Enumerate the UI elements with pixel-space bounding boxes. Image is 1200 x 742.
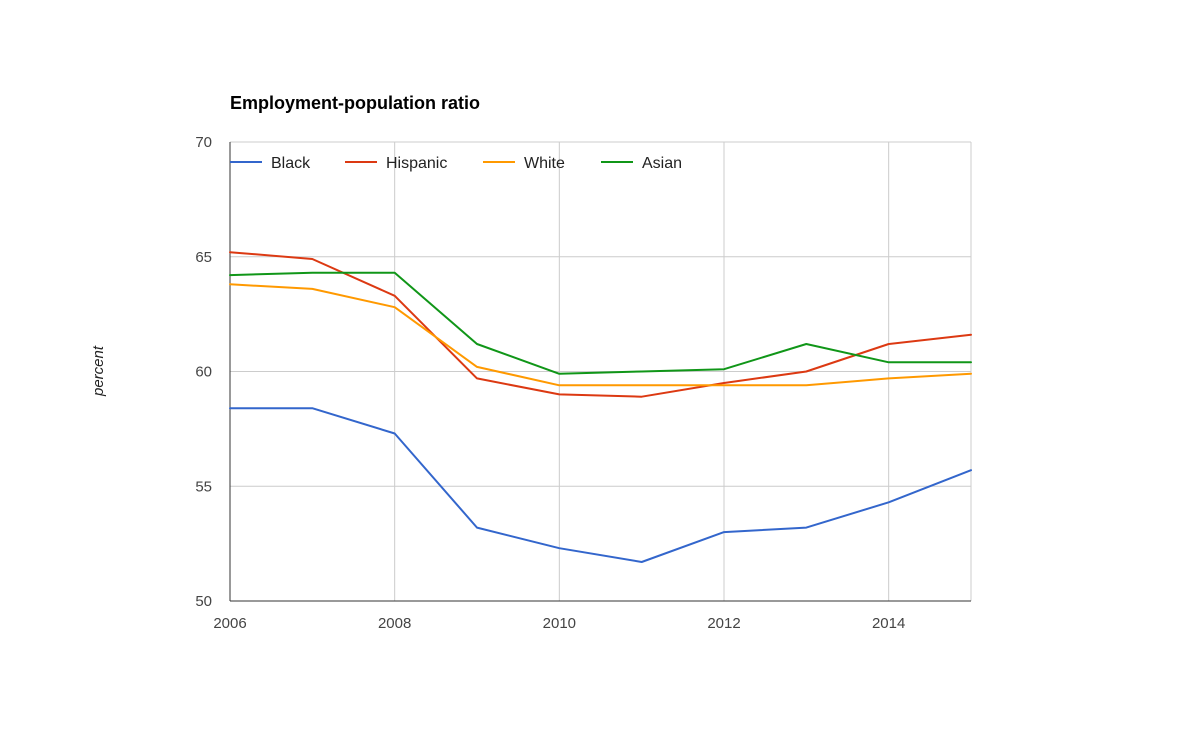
y-tick-label: 65 [195,249,212,266]
legend-label: Black [271,155,311,172]
y-tick-label: 70 [195,134,212,151]
series-line-asian [229,271,972,375]
x-tick-label: 2006 [213,615,246,632]
gridlines [230,141,972,601]
chart-title: Employment-population ratio [230,93,480,113]
series-line-hispanic [229,251,972,398]
x-tick-label: 2010 [543,615,576,632]
legend-item-hispanic: Hispanic [345,155,447,172]
series-lines [229,251,972,563]
series-line-white [229,283,972,387]
legend-item-black: Black [230,155,311,172]
y-tick-label: 55 [195,478,212,495]
y-axis-label: percent [90,345,107,397]
y-tick-label: 60 [195,364,212,381]
x-tick-label: 2008 [378,615,411,632]
legend-label: White [524,155,565,172]
axes: 50 55 60 65 70 2006 2008 2010 2012 2014 [195,134,971,632]
y-tick-label: 50 [195,593,212,610]
x-tick-label: 2014 [872,615,905,632]
legend-label: Hispanic [386,155,447,172]
legend-label: Asian [642,155,682,172]
series-line-black [229,407,972,563]
legend-item-asian: Asian [601,155,682,172]
legend: Black Hispanic White Asian [230,155,682,172]
x-tick-label: 2012 [707,615,740,632]
legend-item-white: White [483,155,565,172]
